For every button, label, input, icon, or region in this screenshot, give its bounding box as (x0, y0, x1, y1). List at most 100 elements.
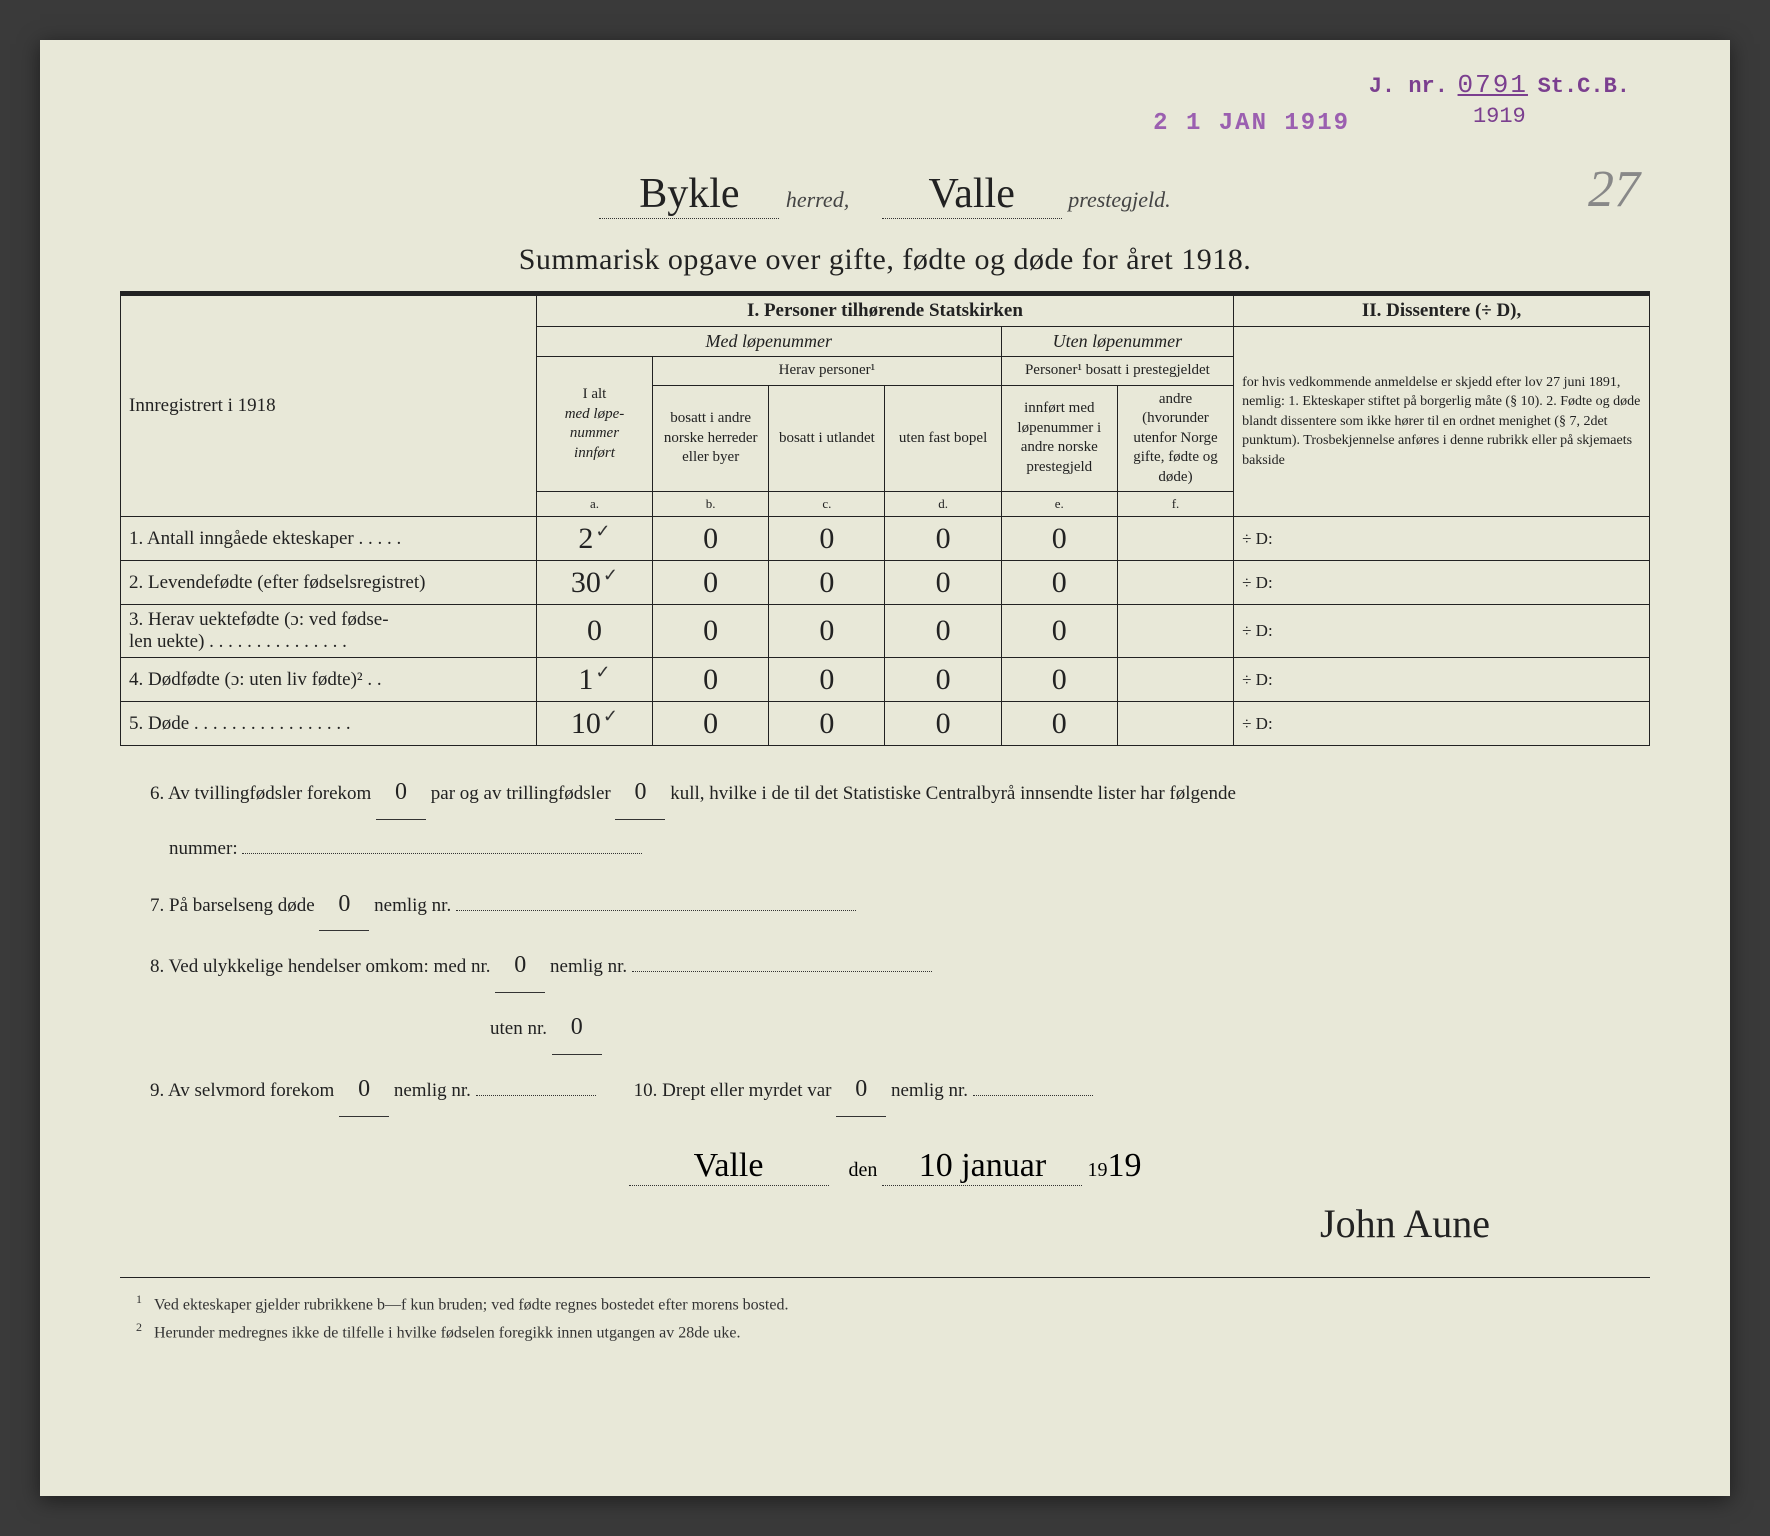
letter-f: f. (1117, 492, 1233, 517)
row-4-label: 4. Dødfødte (ɔ: uten liv fødte)² . . (121, 658, 537, 702)
document-title: Summarisk opgave over gifte, fødte og dø… (120, 243, 1650, 277)
registration-stamp: J. nr. 0791 St.C.B. 1919 (1369, 70, 1630, 129)
dateline: Valle den 10 januar 1919 (120, 1147, 1650, 1186)
letter-d: d. (885, 492, 1001, 517)
herav-header: Herav personer¹ (653, 357, 1002, 386)
row-1-a: 2✓ (536, 517, 652, 561)
prestegjeld-value: Valle (882, 170, 1062, 219)
stcb-label: St.C.B. (1538, 74, 1630, 99)
table-row: 2. Levendefødte (efter fødselsregistret)… (121, 561, 1650, 605)
line-7: 7. På barselseng døde 0 nemlig nr. (150, 878, 1620, 932)
line-8b: uten nr. 0 (150, 1001, 1620, 1055)
row-4-b: 0 (653, 658, 769, 702)
letter-a: a. (536, 492, 652, 517)
med-lopenummer: Med løpenummer (536, 327, 1001, 357)
footnote-2: 2Herunder medregnes ikke de tilfelle i h… (120, 1320, 1650, 1342)
row-2-g: ÷ D: (1234, 561, 1650, 605)
uten-lopenummer: Uten løpenummer (1001, 327, 1233, 357)
row-1-label: 1. Antall inngåede ekteskaper . . . . . (121, 517, 537, 561)
letter-c: c. (769, 492, 885, 517)
section-1-header: I. Personer tilhørende Statskirken (536, 296, 1233, 327)
row-2-c: 0 (769, 561, 885, 605)
triplets-count: 0 (615, 766, 665, 820)
row-4-f (1117, 658, 1233, 702)
personer-bosatt: Personer¹ bosatt i prestegjeldet (1001, 357, 1233, 386)
row-2-a: 30✓ (536, 561, 652, 605)
signing-date: 10 januar (882, 1147, 1082, 1186)
suicide-count: 0 (339, 1063, 389, 1117)
row-4-d: 0 (885, 658, 1001, 702)
section-2-header: II. Dissentere (÷ D), (1234, 296, 1650, 327)
barselseng-count: 0 (319, 878, 369, 932)
row-5-b: 0 (653, 702, 769, 746)
line-8: 8. Ved ulykkelige hendelser omkom: med n… (150, 939, 1620, 993)
row-4-e: 0 (1001, 658, 1117, 702)
row-3-b: 0 (653, 605, 769, 658)
place: Valle (629, 1147, 829, 1186)
row-2-f (1117, 561, 1233, 605)
col-f-header: andre (hvorunder utenfor Norge gifte, fø… (1117, 385, 1233, 492)
dissenter-text: for hvis vedkommende anmeldelse er skjed… (1234, 327, 1650, 517)
row-5-label: 5. Døde . . . . . . . . . . . . . . . . … (121, 702, 537, 746)
row-3-a: 0 (536, 605, 652, 658)
footnote-1: 1Ved ekteskaper gjelder rubrikkene b—f k… (120, 1292, 1650, 1314)
signature: John Aune (120, 1200, 1650, 1247)
row-5-e: 0 (1001, 702, 1117, 746)
row-2-d: 0 (885, 561, 1001, 605)
line-6b: nummer: (150, 828, 1620, 870)
row-5-g: ÷ D: (1234, 702, 1650, 746)
row-1-g: ÷ D: (1234, 517, 1650, 561)
letter-e: e. (1001, 492, 1117, 517)
table-row: 3. Herav uektefødte (ɔ: ved fødse- len u… (121, 605, 1650, 658)
col-b-header: bosatt i andre norske herreder eller bye… (653, 385, 769, 492)
row-2-label: 2. Levendefødte (efter fødselsregistret) (121, 561, 537, 605)
row-1-f (1117, 517, 1233, 561)
jnr-number: 0791 (1458, 70, 1528, 100)
letter-b: b. (653, 492, 769, 517)
left-header: Innregistrert i 1918 (121, 296, 537, 517)
col-a-header: I alt med løpe- nummer innført (536, 357, 652, 492)
row-3-f (1117, 605, 1233, 658)
row-2-e: 0 (1001, 561, 1117, 605)
col-c-header: bosatt i utlandet (769, 385, 885, 492)
herred-label: herred, (786, 187, 849, 212)
murder-count: 0 (836, 1063, 886, 1117)
lower-section: 6. Av tvillingfødsler forekom 0 par og a… (120, 766, 1650, 1117)
header-line: Bykle herred, Valle prestegjeld. (120, 170, 1650, 219)
accident-uten: 0 (552, 1001, 602, 1055)
herred-value: Bykle (599, 170, 779, 219)
footnotes: 1Ved ekteskaper gjelder rubrikkene b—f k… (120, 1277, 1650, 1343)
line-9-10: 9. Av selvmord forekom 0 nemlig nr. 10. … (150, 1063, 1620, 1117)
row-3-label: 3. Herav uektefødte (ɔ: ved fødse- len u… (121, 605, 537, 658)
page-number-pencil: 27 (1588, 160, 1640, 219)
jnr-label: J. nr. (1369, 74, 1448, 99)
row-5-f (1117, 702, 1233, 746)
table-row: 4. Dødfødte (ɔ: uten liv fødte)² . . 1✓ … (121, 658, 1650, 702)
row-4-a: 1✓ (536, 658, 652, 702)
document-page: J. nr. 0791 St.C.B. 1919 2 1 JAN 1919 27… (40, 40, 1730, 1496)
row-3-g: ÷ D: (1234, 605, 1650, 658)
table-row: 1. Antall inngåede ekteskaper . . . . . … (121, 517, 1650, 561)
row-3-e: 0 (1001, 605, 1117, 658)
row-2-b: 0 (653, 561, 769, 605)
row-5-d: 0 (885, 702, 1001, 746)
row-1-d: 0 (885, 517, 1001, 561)
row-4-c: 0 (769, 658, 885, 702)
col-d-header: uten fast bopel (885, 385, 1001, 492)
row-1-c: 0 (769, 517, 885, 561)
row-4-g: ÷ D: (1234, 658, 1650, 702)
row-5-a: 10✓ (536, 702, 652, 746)
table-row: 5. Døde . . . . . . . . . . . . . . . . … (121, 702, 1650, 746)
row-3-c: 0 (769, 605, 885, 658)
col-e-header: innført med løpenummer i andre norske pr… (1001, 385, 1117, 492)
twins-count: 0 (376, 766, 426, 820)
stamp-year: 1919 (1369, 104, 1630, 129)
row-5-c: 0 (769, 702, 885, 746)
row-3-d: 0 (885, 605, 1001, 658)
line-6: 6. Av tvillingfødsler forekom 0 par og a… (150, 766, 1620, 820)
prestegjeld-label: prestegjeld. (1068, 187, 1170, 212)
row-1-b: 0 (653, 517, 769, 561)
accident-med: 0 (495, 939, 545, 993)
date-stamp: 2 1 JAN 1919 (1153, 110, 1350, 137)
row-1-e: 0 (1001, 517, 1117, 561)
